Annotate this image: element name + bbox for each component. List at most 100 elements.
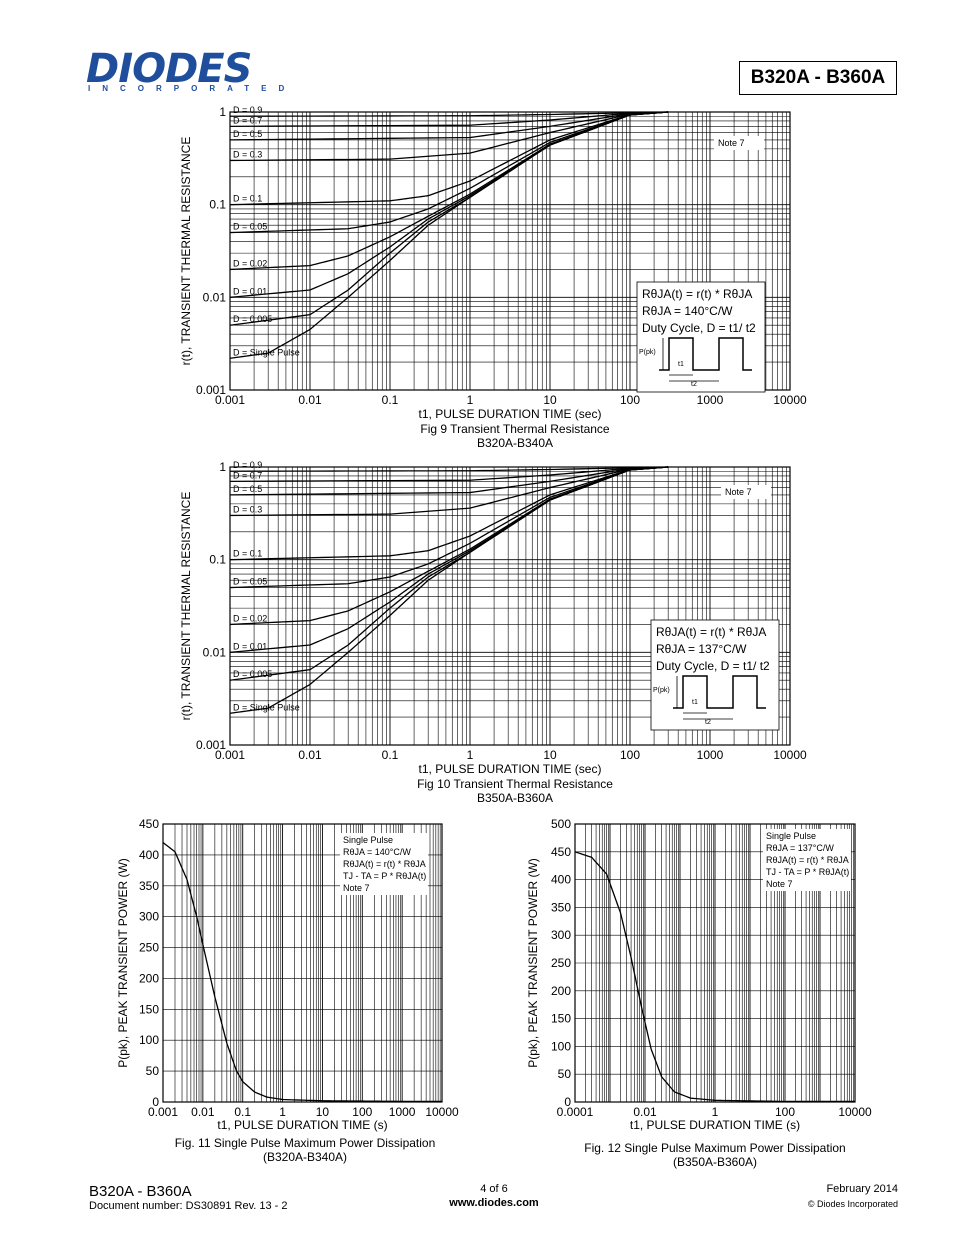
fig9-pulse-wave <box>659 337 752 371</box>
fig10-xtick-label: 0.001 <box>215 748 245 762</box>
fig9-series-label: D = 0.9 <box>233 105 262 115</box>
fig12-xtick-label: 1 <box>712 1105 719 1119</box>
fig12-frame <box>574 823 856 1103</box>
fig10-note: Note 7 <box>725 487 752 497</box>
fig10-pulse-wave <box>673 675 766 709</box>
fig10-series-line <box>229 466 669 626</box>
logo-subtitle: INCORPORATED <box>88 84 297 93</box>
fig9-note: Note 7 <box>718 138 745 148</box>
fig9-series-line <box>229 111 669 326</box>
fig11-ytick-label: 0 <box>152 1095 159 1109</box>
fig11-xtick-label: 0.01 <box>191 1105 215 1119</box>
diodes-logo: DIODES <box>86 46 252 92</box>
fig9-pulse-ppk: P(pk) <box>639 349 656 356</box>
fig11-info-line: TJ - TA = P * RθJA(t) <box>343 871 426 881</box>
footer-part-title: B320A - B360A <box>89 1183 192 1200</box>
fig9-annotation: Note 7 RθJA(t) = r(t) * RθJA RθJA = 140°C/… <box>636 136 766 393</box>
fig9-xtick-label: 0.1 <box>382 393 399 407</box>
fig10-series-line <box>229 466 669 517</box>
fig12-info-line: RθJA = 137°C/W <box>766 843 834 853</box>
fig11-annotation: Single Pulse RθJA = 140°C/W RθJA(t) = r(t)… <box>340 833 428 895</box>
fig12-series-line <box>574 851 855 1103</box>
fig10-ytick-label: 0.1 <box>209 553 226 567</box>
fig9-series-label: D = 0.3 <box>233 149 262 159</box>
fig11-info-line: Single Pulse <box>343 835 393 845</box>
fig9-xtick-label: 0.001 <box>215 393 245 407</box>
fig9-note-bg <box>714 136 764 150</box>
fig9-chart: 0.001 0.01 0.1 1 10 100 1000 10000 0.001 0.01 0.1 1… <box>179 105 807 421</box>
fig9-series-label: D = 0.05 <box>233 222 267 232</box>
fig10-pulse-t1: t1 <box>692 699 698 706</box>
fig10-series-line <box>229 466 669 681</box>
fig11-xtick-label: 10000 <box>425 1105 459 1119</box>
fig11-caption: Fig. 11 Single Pulse Maximum Power Dissi… <box>150 1136 460 1164</box>
footer-date: February 2014 <box>826 1183 898 1195</box>
fig10-series-label: D = 0.5 <box>233 484 262 494</box>
fig10-series-label: D = 0.1 <box>233 549 262 559</box>
fig11-ytick-label: 450 <box>139 817 159 831</box>
fig11-ytick-label: 200 <box>139 971 159 985</box>
fig12-ytick-label: 500 <box>551 817 571 831</box>
fig12-info-line: TJ - TA = P * RθJA(t) <box>766 867 849 877</box>
fig10-series-label: D = 0.05 <box>233 577 267 587</box>
fig12-ytick-label: 450 <box>551 845 571 859</box>
fig9-series-line <box>229 111 669 271</box>
fig11-ytick-label: 250 <box>139 941 159 955</box>
fig10-series-label: D = 0.005 <box>233 669 272 679</box>
footer-doc-number: Document number: DS30891 Rev. 13 - 2 <box>89 1200 288 1212</box>
fig10-series-line <box>229 466 669 714</box>
fig11-ytick-label: 150 <box>139 1002 159 1016</box>
fig9-series-line <box>229 111 669 359</box>
fig12-ytick-label: 150 <box>551 1012 571 1026</box>
fig9-xtick-label: 1 <box>467 393 474 407</box>
fig11-xtick-label: 0.1 <box>234 1105 251 1119</box>
fig11-frame <box>162 823 443 1103</box>
fig10-xtick-label: 10 <box>543 748 557 762</box>
fig12-xtick-label: 10000 <box>838 1105 872 1119</box>
fig9-series-label: D = 0.5 <box>233 129 262 139</box>
fig10-xtick-label: 1 <box>467 748 474 762</box>
fig12-info-box <box>763 829 851 891</box>
fig9-xtick-label: 100 <box>620 393 640 407</box>
fig9-caption-title: Fig 9 Transient Thermal Resistance <box>420 422 610 436</box>
fig10-formula-box <box>650 619 780 731</box>
fig11-xlabel: t1, PULSE DURATION TIME (s) <box>217 1118 387 1132</box>
fig10-series-label: D = Single Pulse <box>233 702 300 712</box>
fig10-xtick-label: 100 <box>620 748 640 762</box>
footer-page: 4 of 6 <box>480 1183 508 1195</box>
fig10-ylabel: r(t), TRANSIENT THERMAL RESISTANCE <box>179 492 193 721</box>
fig11-caption-title: Fig. 11 Single Pulse Maximum Power Dissi… <box>174 1136 436 1150</box>
fig12-info-line: Note 7 <box>766 879 793 889</box>
fig9-pulse-t2: t2 <box>691 381 697 388</box>
fig12-caption-title: Fig. 12 Single Pulse Maximum Power Dissi… <box>584 1141 846 1155</box>
fig10-series-label: D = 0.9 <box>233 460 262 470</box>
footer-copyright: © Diodes Incorporated <box>807 1199 898 1209</box>
fig12-info-line: RθJA(t) = r(t) * RθJA <box>766 855 849 865</box>
fig10-formula-line: RθJA = 137°C/W <box>656 642 747 656</box>
fig12-ytick-label: 300 <box>551 928 571 942</box>
fig10-xlabel: t1, PULSE DURATION TIME (sec) <box>419 762 602 776</box>
fig11-ytick-label: 50 <box>146 1064 160 1078</box>
fig12-chart: 0.0001 0.01 1 100 10000 0 50 100 150 200 250 300 350… <box>526 817 872 1132</box>
part-title: B320A - B360A <box>739 61 897 95</box>
fig10-pulse-ppk: P(pk) <box>653 687 670 694</box>
fig9-formula-box <box>636 281 766 393</box>
fig12-info-line: Single Pulse <box>766 831 816 841</box>
fig10-xtick-label: 1000 <box>697 748 724 762</box>
fig9-series-label: D = 0.02 <box>233 258 267 268</box>
fig10-xtick-label: 10000 <box>773 748 807 762</box>
footer-website[interactable]: www.diodes.com <box>449 1197 539 1209</box>
fig10-ytick-label: 0.001 <box>196 738 226 752</box>
fig9-caption-sub: B320A-B340A <box>476 436 554 450</box>
fig10-series-label: D = 0.02 <box>233 613 267 623</box>
fig10-series-line <box>229 466 669 589</box>
fig12-xtick-label: 0.0001 <box>557 1105 594 1119</box>
fig9-series-line <box>229 111 669 234</box>
fig11-ytick-label: 100 <box>139 1033 159 1047</box>
fig11-ytick-label: 300 <box>139 910 159 924</box>
fig9-series-label: D = 0.005 <box>233 314 272 324</box>
fig10-frame <box>229 466 791 746</box>
fig9-series-label: D = 0.1 <box>233 194 262 204</box>
fig12-ytick-label: 250 <box>551 956 571 970</box>
